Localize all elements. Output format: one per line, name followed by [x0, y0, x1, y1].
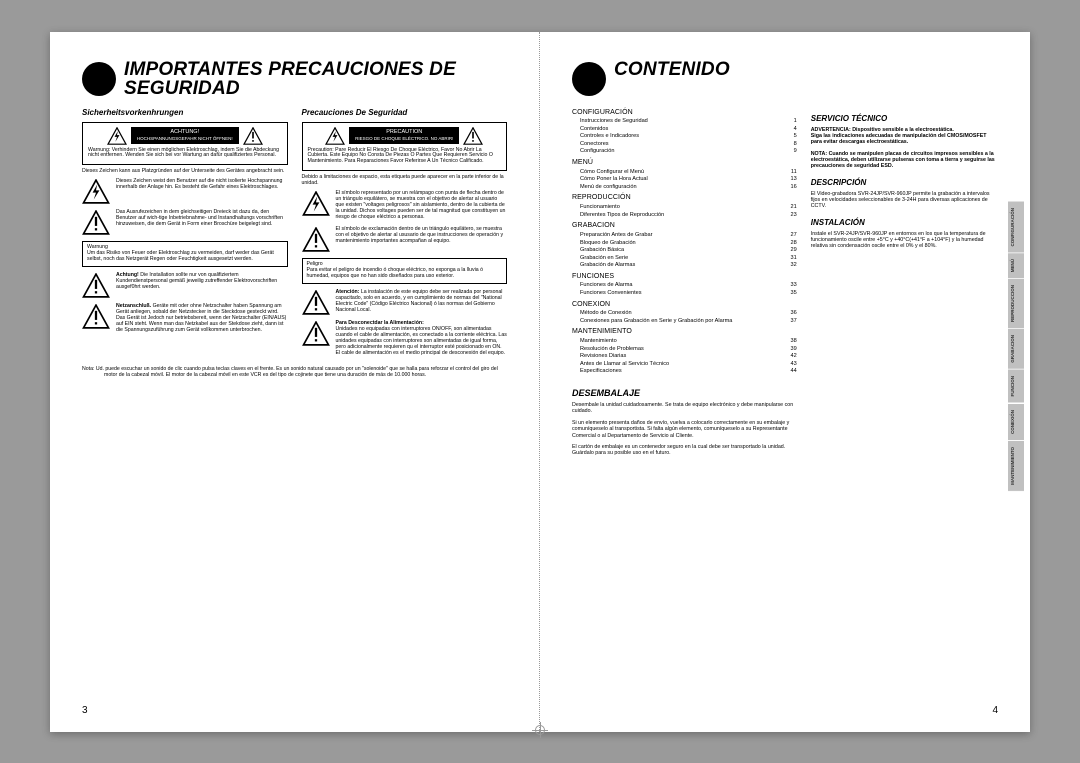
- side-tab: CONEXIÓN: [1008, 404, 1024, 441]
- nota-footer: Nota: Ud. puede escuchar un sonido de cl…: [82, 367, 507, 379]
- toc-item: Grabación Básica29: [572, 247, 797, 255]
- pagenum-3: 3: [82, 705, 88, 718]
- toc-item: Menú de configuración16: [572, 184, 797, 192]
- toc-item: Antes de Llamar al Servicio Técnico43: [572, 361, 797, 369]
- toc-item: Funciones de Alarma33: [572, 282, 797, 290]
- toc-item: Diferentes Tipos de Reproducción23: [572, 212, 797, 220]
- toc-section-head: MENÚ: [572, 159, 797, 168]
- spanish-row-excl: El símbolo de exclamación dentro de un t…: [302, 227, 508, 252]
- side-tab: FUNCION: [1008, 370, 1024, 404]
- toc-section-head: REPRODUCCIÓN: [572, 194, 797, 203]
- excl-triangle-icon: [82, 210, 110, 235]
- descripcion-head: DESCRIPCIÓN: [811, 178, 998, 188]
- toc-column: CONFIGURACIÓNInstrucciones de Seguridad1…: [572, 106, 797, 376]
- german-row-excl: Das Ausrufezeichen in dem gleichseitigen…: [82, 210, 288, 235]
- page-spread: IMPORTANTES PRECAUCIONES DE SEGURIDAD Si…: [50, 32, 1030, 732]
- german-warnung-box: Warnung Um das Risiko von Feuer oder Ele…: [82, 241, 288, 267]
- instalacion-p: Instale el SVR-24JP/SVR-960JP en entorno…: [811, 231, 998, 250]
- spanish-row-bolt: El símbolo representado por un relámpago…: [302, 191, 508, 221]
- instalacion-head: INSTALACIÓN: [811, 218, 998, 228]
- precaution-label: PRECAUTIONRIESGO DE CHOQUE ELÉCTRICO. NO…: [349, 127, 459, 144]
- warnbox-german: ACHTUNG!HOCHSPANNUNGSGEFAHR NICHT ÖFFNEN…: [82, 122, 288, 166]
- toc-item: Resolución de Problemas39: [572, 346, 797, 354]
- pagenum-4: 4: [992, 705, 998, 718]
- spanish-peligro-box: Peligro Para evitar el peligro de incend…: [302, 258, 508, 284]
- excl-triangle-icon: [82, 304, 110, 329]
- servicio-p2: NOTA: Cuando se manipulen placas de circ…: [811, 151, 998, 170]
- col-spanish: Precauciones De Seguridad PRECAUTIONRIES…: [302, 108, 508, 363]
- excl-triangle-icon: [302, 321, 330, 346]
- page4-title-text: CONTENIDO: [614, 60, 730, 79]
- spanish-row-desconectar: Para Desconectdar la Alimentación: Unida…: [302, 321, 508, 357]
- desembalaje-head: DESEMBALAJE: [572, 388, 798, 399]
- desembalaje-p1: Desembale la unidad cuidadosamente. Se t…: [572, 402, 798, 415]
- page3-title: IMPORTANTES PRECAUCIONES DE SEGURIDAD: [82, 60, 507, 98]
- toc-item: Grabación en Serie31: [572, 255, 797, 263]
- desembalaje-p3: El cartón de embalaje es un contenedor s…: [572, 444, 798, 457]
- excl-triangle-icon: [243, 127, 263, 145]
- side-tab: MENÚ: [1008, 253, 1024, 279]
- excl-triangle-icon: [82, 273, 110, 298]
- spanish-afterbox: Debido a limitaciones de espacio, esta e…: [302, 175, 508, 187]
- subhead-german: Sicherheitsvorkenhrungen: [82, 108, 288, 118]
- toc-item: Especificaciones44: [572, 368, 797, 376]
- page-4: CONTENIDO CONFIGURACIÓNInstrucciones de …: [540, 32, 1030, 732]
- bolt-triangle-icon: [82, 179, 110, 204]
- toc-item: Mantenimiento38: [572, 338, 797, 346]
- title-bullet-icon: [572, 62, 606, 96]
- achtung-label: ACHTUNG!HOCHSPANNUNGSGEFAHR NICHT ÖFFNEN…: [131, 127, 239, 144]
- page-3: IMPORTANTES PRECAUCIONES DE SEGURIDAD Si…: [50, 32, 540, 732]
- side-tabs: CONFIGURACIÓNMENÚREPRODUCCIONGRABACIONFU…: [1008, 202, 1024, 492]
- toc-item: Preparación Antes de Grabar27: [572, 232, 797, 240]
- subhead-spanish: Precauciones De Seguridad: [302, 108, 508, 118]
- excl-triangle-icon: [302, 227, 330, 252]
- toc-item: Contenidos4: [572, 126, 797, 134]
- page4-title: CONTENIDO: [572, 60, 998, 96]
- toc-item: Cómo Poner la Hora Actual13: [572, 176, 797, 184]
- toc-item: Cómo Configurar el Menú11: [572, 169, 797, 177]
- side-tab: CONFIGURACIÓN: [1008, 202, 1024, 254]
- german-row-achtung: Achtung! Die Installation sollte nur von…: [82, 273, 288, 298]
- page3-title-text: IMPORTANTES PRECAUCIONES DE SEGURIDAD: [124, 60, 507, 98]
- toc-item: Revisiones Diarias42: [572, 353, 797, 361]
- toc-item: Instrucciones de Seguridad1: [572, 118, 797, 126]
- toc-item: Bloqueo de Grabación28: [572, 240, 797, 248]
- german-row-netz: Netzanschluß. Geräte mit oder ohne Netzs…: [82, 304, 288, 334]
- desembalaje-p2: Si un elemento presenta daños de envío, …: [572, 420, 798, 439]
- spanish-row-atencion: Atención: La instalación de este equipo …: [302, 290, 508, 315]
- descripcion-p: El Video-grabadora SVR-24JP/SVR-960JP pe…: [811, 191, 998, 210]
- servicio-head: SERVICIO TÉCNICO: [811, 114, 998, 124]
- toc-item: Grabación de Alarmas32: [572, 262, 797, 270]
- toc-section-head: CONEXION: [572, 301, 797, 310]
- toc-item: Controles e Indicadores5: [572, 133, 797, 141]
- side-tab: REPRODUCCION: [1008, 279, 1024, 329]
- toc-item: Funcionamiento21: [572, 204, 797, 212]
- toc-item: Conectores8: [572, 141, 797, 149]
- side-tab: MANTENIMIENTO: [1008, 441, 1024, 492]
- cropmark-icon: [532, 722, 548, 738]
- bolt-triangle-icon: [302, 191, 330, 216]
- warnbox-spanish-body: Precaution: Pare Reducir El Riesgo De Ch…: [308, 148, 502, 166]
- toc-item: Método de Conexión36: [572, 310, 797, 318]
- toc-item: Conexiones para Grabación en Serie y Gra…: [572, 318, 797, 326]
- warnbox-spanish: PRECAUTIONRIESGO DE CHOQUE ELÉCTRICO. NO…: [302, 122, 508, 172]
- side-tab: GRABACION: [1008, 329, 1024, 370]
- toc-section-head: MANTENIMIENTO: [572, 328, 797, 337]
- bolt-triangle-icon: [107, 127, 127, 145]
- toc-section-head: CONFIGURACIÓN: [572, 109, 797, 118]
- german-row-bolt: Dieses Zeichen weist den Benutzer auf di…: [82, 179, 288, 204]
- info-column: SERVICIO TÉCNICO ADVERTENCIA: Dispositiv…: [811, 106, 998, 376]
- excl-triangle-icon: [463, 127, 483, 145]
- toc-item: Funciones Convenientes35: [572, 290, 797, 298]
- warnbox-german-body: Warnung: Verhindern Sie einen möglichen …: [88, 148, 282, 160]
- toc-section-head: FUNCIONES: [572, 273, 797, 282]
- title-bullet-icon: [82, 62, 116, 96]
- col-german: Sicherheitsvorkenhrungen ACHTUNG!HOCHSPA…: [82, 108, 288, 363]
- excl-triangle-icon: [302, 290, 330, 315]
- servicio-p1: ADVERTENCIA: Dispositivo sensible a la e…: [811, 127, 998, 146]
- toc-section-head: GRABACION: [572, 222, 797, 231]
- bolt-triangle-icon: [325, 127, 345, 145]
- german-afterbox: Dieses Zeichen kann aus Platzgründen auf…: [82, 169, 288, 175]
- toc-item: Configuración9: [572, 148, 797, 156]
